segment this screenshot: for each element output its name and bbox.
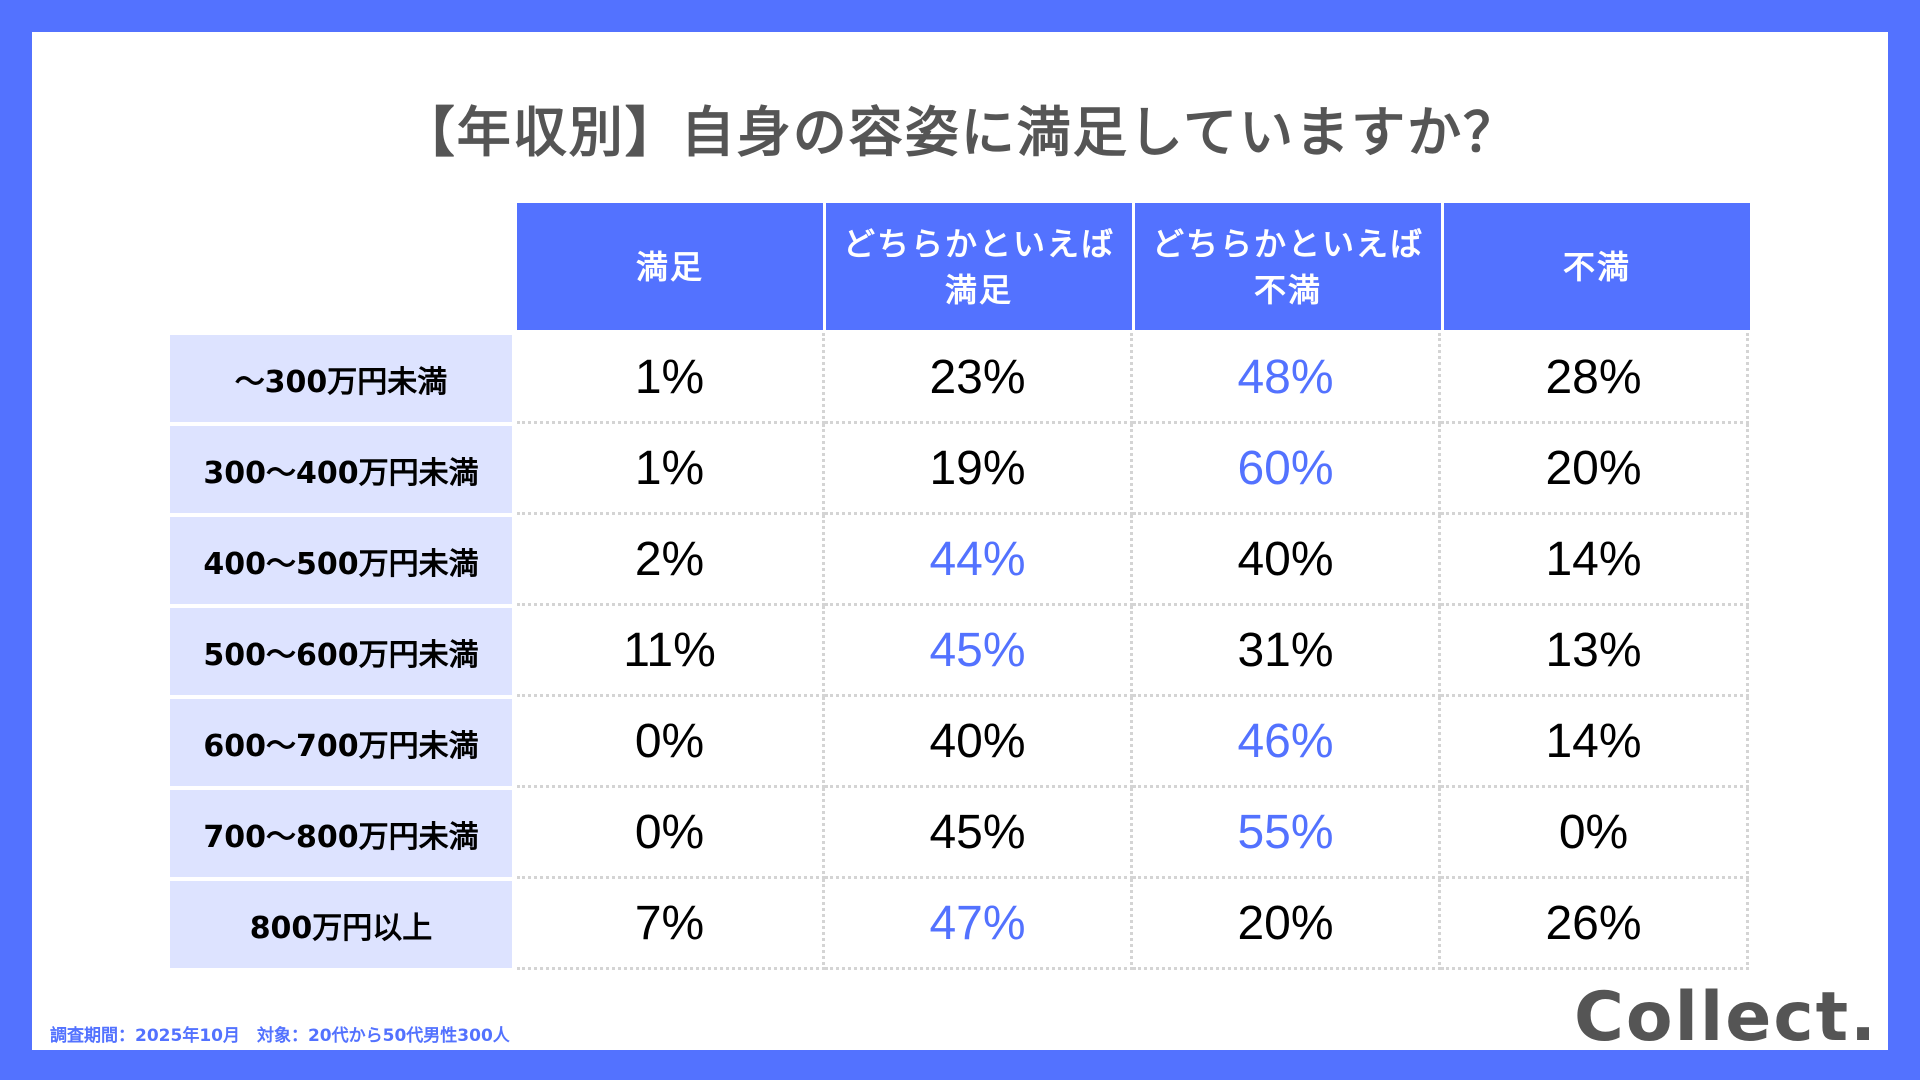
table-cell: 1% [517,424,825,515]
table-row: 400〜500万円未満 2% 44% 40% 14% [170,515,1749,606]
header-somewhat-dissatisfied: どちらかといえば 不満 [1135,203,1441,330]
table-cell: 19% [825,424,1133,515]
row-label: 300〜400万円未満 [170,426,512,513]
table-cell: 20% [1441,424,1749,515]
row-label: 800万円以上 [170,881,512,968]
table-cell: 28% [1441,333,1749,424]
table-cell: 40% [825,697,1133,788]
table-cell: 0% [517,788,825,879]
page-title: 【年収別】自身の容姿に満足していますか？ [400,101,1520,164]
table-cell: 0% [517,697,825,788]
table-cell: 7% [517,879,825,970]
table-cell: 23% [825,333,1133,424]
table-cell: 46% [1133,697,1441,788]
header-dissatisfied: 不満 [1444,203,1750,330]
table-row: 300〜400万円未満 1% 19% 60% 20% [170,424,1749,515]
table-cell: 45% [825,788,1133,879]
table-cell: 2% [517,515,825,606]
row-label: 400〜500万円未満 [170,517,512,604]
survey-note: 調査期間：2025年10月 対象：20代から50代男性300人 [50,1026,510,1046]
table-cell: 13% [1441,606,1749,697]
table-cell: 47% [825,879,1133,970]
row-label: 600〜700万円未満 [170,699,512,786]
table-cell: 48% [1133,333,1441,424]
table-header-row: 満足 どちらかといえば 満足 どちらかといえば 不満 不満 [517,203,1753,330]
table-cell: 11% [517,606,825,697]
row-label: 700〜800万円未満 [170,790,512,877]
header-somewhat-satisfied: どちらかといえば 満足 [826,203,1132,330]
row-label: 〜300万円未満 [170,335,512,422]
table-cell: 26% [1441,879,1749,970]
table-row: 700〜800万円未満 0% 45% 55% 0% [170,788,1749,879]
table-cell: 60% [1133,424,1441,515]
table-cell: 0% [1441,788,1749,879]
table-cell: 40% [1133,515,1441,606]
table-row: 〜300万円未満 1% 23% 48% 28% [170,333,1749,424]
table-cell: 45% [825,606,1133,697]
row-label: 500〜600万円未満 [170,608,512,695]
header-satisfied: 満足 [517,203,823,330]
table-cell: 14% [1441,515,1749,606]
table-cell: 1% [517,333,825,424]
table-cell: 44% [825,515,1133,606]
collect-logo: Collect. [1573,978,1878,1057]
table-row: 600〜700万円未満 0% 40% 46% 14% [170,697,1749,788]
table-cell: 20% [1133,879,1441,970]
table-cell: 14% [1441,697,1749,788]
table-row: 500〜600万円未満 11% 45% 31% 13% [170,606,1749,697]
table-row: 800万円以上 7% 47% 20% 26% [170,879,1749,970]
table-cell: 31% [1133,606,1441,697]
table-cell: 55% [1133,788,1441,879]
